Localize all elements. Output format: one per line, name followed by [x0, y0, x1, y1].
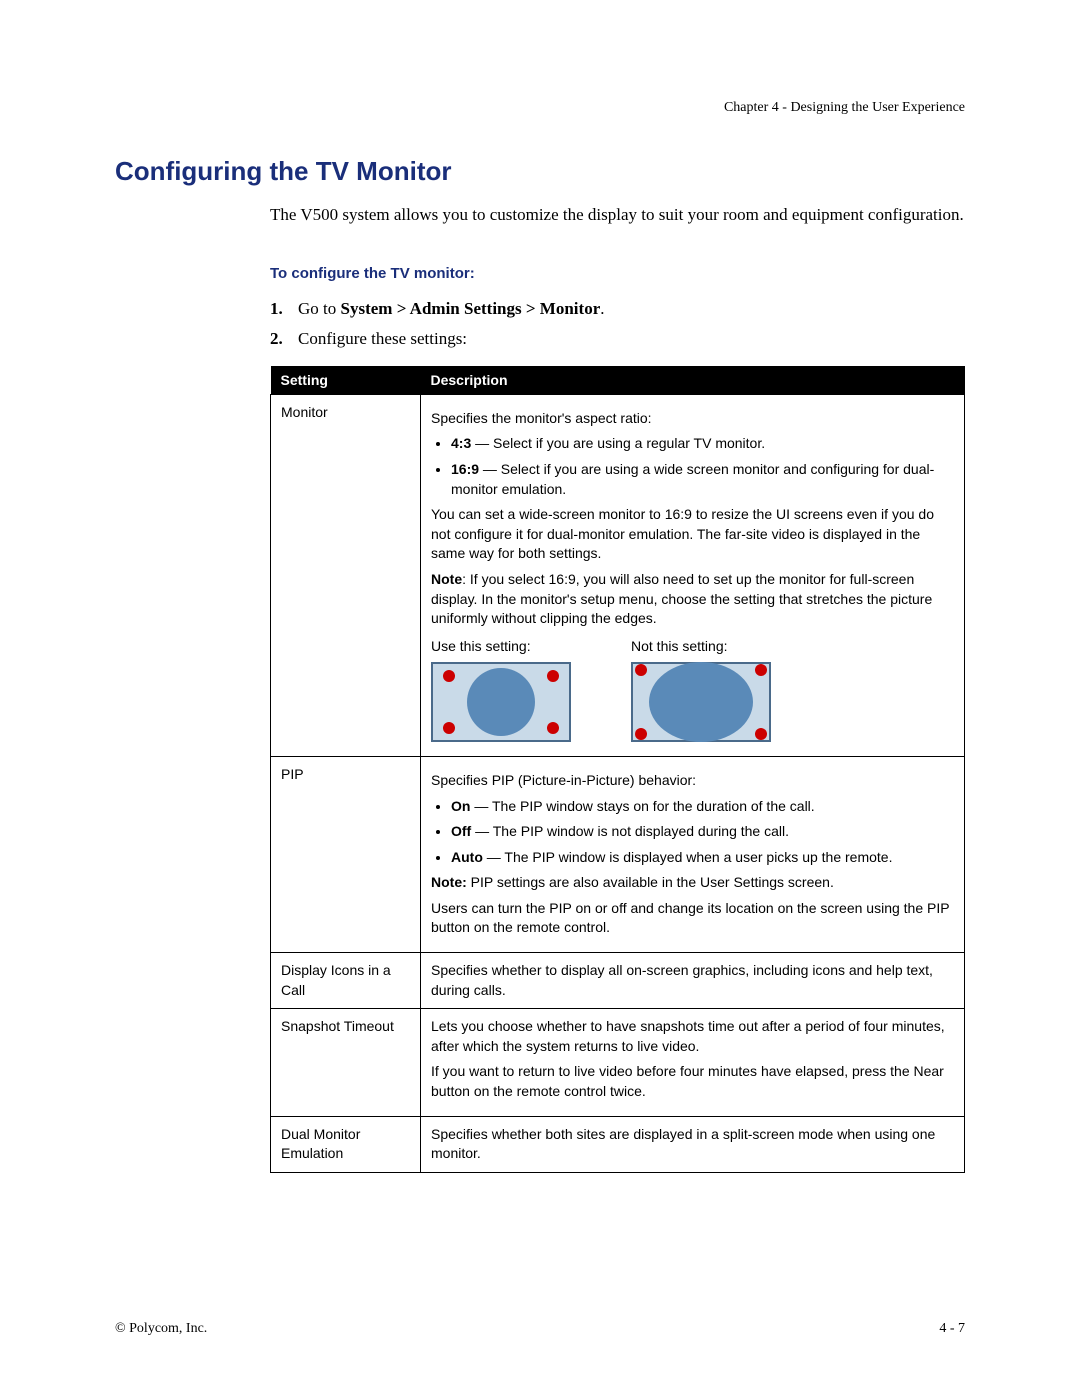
note-text: PIP settings are also available in the U… — [467, 874, 834, 890]
settings-table: Setting Description Monitor Specifies th… — [270, 366, 965, 1173]
screen-incorrect-icon — [631, 662, 771, 742]
page-footer: © Polycom, Inc. 4 - 7 — [115, 1321, 965, 1337]
setting-description: Specifies whether both sites are display… — [421, 1116, 965, 1172]
bullet-list: 4:3 — Select if you are using a regular … — [431, 434, 954, 499]
bullet-text: — The PIP window is not displayed during… — [471, 823, 789, 839]
desc-intro: Specifies the monitor's aspect ratio: — [431, 409, 954, 429]
bullet-text: — The PIP window stays on for the durati… — [470, 798, 814, 814]
note-bold: Note — [431, 571, 462, 587]
desc-paragraph: Users can turn the PIP on or off and cha… — [431, 899, 954, 938]
footer-page-number: 4 - 7 — [939, 1321, 965, 1337]
bullet-bold: 16:9 — [451, 461, 479, 477]
diagram-incorrect: Not this setting: — [631, 637, 771, 748]
desc-note: Note: If you select 16:9, you will also … — [431, 570, 954, 629]
setting-name: Display Icons in a Call — [271, 953, 421, 1009]
bullet-list: On — The PIP window stays on for the dur… — [431, 797, 954, 868]
table-row: Display Icons in a Call Specifies whethe… — [271, 953, 965, 1009]
col-header-setting: Setting — [271, 366, 421, 395]
bullet-item: 4:3 — Select if you are using a regular … — [451, 434, 954, 454]
desc-paragraph: You can set a wide-screen monitor to 16:… — [431, 505, 954, 564]
setting-name: Monitor — [271, 394, 421, 756]
steps-list: 1. Go to System > Admin Settings > Monit… — [270, 299, 965, 349]
note-bold: Note: — [431, 874, 467, 890]
setting-name: PIP — [271, 756, 421, 952]
step-text: Configure these settings: — [298, 329, 965, 349]
sub-heading: To configure the TV monitor: — [270, 265, 965, 282]
bullet-item: Auto — The PIP window is displayed when … — [451, 848, 954, 868]
setting-description: Specifies whether to display all on-scre… — [421, 953, 965, 1009]
step-number: 1. — [270, 299, 298, 319]
table-row: Monitor Specifies the monitor's aspect r… — [271, 394, 965, 756]
bullet-text: — The PIP window is displayed when a use… — [483, 849, 893, 865]
step-text: Go to System > Admin Settings > Monitor. — [298, 299, 965, 319]
col-header-description: Description — [421, 366, 965, 395]
desc-intro: Specifies PIP (Picture-in-Picture) behav… — [431, 771, 954, 791]
note-text: : If you select 16:9, you will also need… — [431, 571, 932, 626]
diagram-label: Use this setting: — [431, 637, 571, 657]
bullet-bold: On — [451, 798, 470, 814]
step-number: 2. — [270, 329, 298, 349]
step-item: 2. Configure these settings: — [270, 329, 965, 349]
setting-description: Specifies the monitor's aspect ratio: 4:… — [421, 394, 965, 756]
desc-paragraph: Lets you choose whether to have snapshot… — [431, 1017, 954, 1056]
bullet-item: On — The PIP window stays on for the dur… — [451, 797, 954, 817]
bullet-item: 16:9 — Select if you are using a wide sc… — [451, 460, 954, 499]
table-row: PIP Specifies PIP (Picture-in-Picture) b… — [271, 756, 965, 952]
diagram-container: Use this setting: Not this s — [431, 637, 954, 748]
setting-name: Dual Monitor Emulation — [271, 1116, 421, 1172]
footer-copyright: © Polycom, Inc. — [115, 1321, 207, 1337]
chapter-header: Chapter 4 - Designing the User Experienc… — [115, 100, 965, 116]
intro-paragraph: The V500 system allows you to customize … — [270, 203, 965, 227]
setting-name: Snapshot Timeout — [271, 1009, 421, 1116]
document-page: Chapter 4 - Designing the User Experienc… — [0, 0, 1080, 1233]
bullet-bold: Off — [451, 823, 471, 839]
bullet-bold: Auto — [451, 849, 483, 865]
step-prefix: Go to — [298, 299, 341, 318]
bullet-bold: 4:3 — [451, 435, 471, 451]
bullet-item: Off — The PIP window is not displayed du… — [451, 822, 954, 842]
step-item: 1. Go to System > Admin Settings > Monit… — [270, 299, 965, 319]
section-title: Configuring the TV Monitor — [115, 156, 965, 187]
bullet-text: — Select if you are using a wide screen … — [451, 461, 934, 497]
bullet-text: — Select if you are using a regular TV m… — [471, 435, 765, 451]
step-bold: System > Admin Settings > Monitor — [341, 299, 601, 318]
desc-note: Note: PIP settings are also available in… — [431, 873, 954, 893]
setting-description: Specifies PIP (Picture-in-Picture) behav… — [421, 756, 965, 952]
diagram-label: Not this setting: — [631, 637, 771, 657]
screen-correct-icon — [431, 662, 571, 742]
desc-paragraph: If you want to return to live video befo… — [431, 1062, 954, 1101]
table-row: Dual Monitor Emulation Specifies whether… — [271, 1116, 965, 1172]
table-row: Snapshot Timeout Lets you choose whether… — [271, 1009, 965, 1116]
step-suffix: . — [600, 299, 604, 318]
table-header-row: Setting Description — [271, 366, 965, 395]
diagram-correct: Use this setting: — [431, 637, 571, 748]
setting-description: Lets you choose whether to have snapshot… — [421, 1009, 965, 1116]
